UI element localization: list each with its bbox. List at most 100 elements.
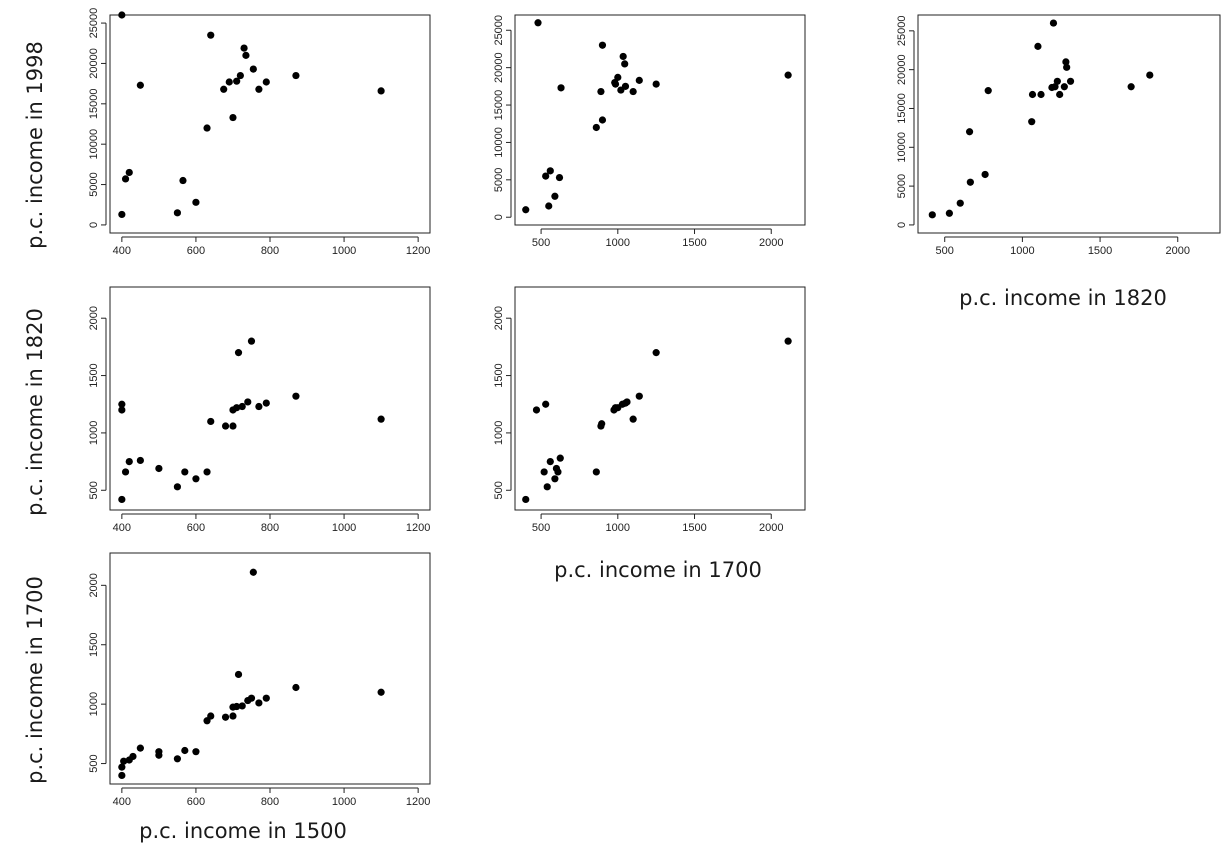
- y-tick-label: 1000: [88, 692, 100, 716]
- x-tick-label: 2000: [1166, 245, 1190, 257]
- x-tick-label: 1000: [332, 796, 356, 808]
- data-point: [118, 400, 126, 408]
- y-tick-label: 0: [88, 222, 100, 228]
- data-point: [220, 85, 228, 93]
- data-point: [1056, 90, 1064, 99]
- data-point: [233, 77, 241, 85]
- x-tick-label: 1500: [1088, 245, 1112, 257]
- x-tick-label: 1000: [606, 522, 630, 534]
- data-point: [619, 52, 627, 61]
- x-tick-label: 1000: [332, 522, 356, 534]
- data-point: [229, 113, 237, 122]
- data-point: [292, 71, 300, 80]
- y-tick-label: 500: [493, 481, 505, 499]
- data-point: [244, 398, 252, 406]
- x-tick-label: 1200: [406, 245, 430, 257]
- y-tick-label: 25000: [896, 16, 908, 47]
- scatter-panels: 400 600 800 1000 120005000100001500020000250…: [88, 8, 1221, 808]
- data-point: [249, 65, 257, 73]
- y-tick-label: 10000: [493, 127, 505, 158]
- plot-frame: [514, 286, 806, 511]
- x-tick-label: 400: [113, 522, 131, 534]
- data-point: [1127, 83, 1135, 91]
- data-point: [532, 406, 541, 414]
- y-tick-label: 500: [88, 481, 100, 499]
- data-point: [238, 702, 246, 710]
- data-point: [247, 337, 256, 345]
- data-point: [945, 209, 953, 217]
- data-point: [192, 198, 200, 206]
- data-point: [1037, 90, 1045, 99]
- data-point: [522, 206, 530, 214]
- x-tick-label: 600: [187, 245, 205, 257]
- data-point: [542, 172, 550, 180]
- data-point: [554, 468, 562, 476]
- y-tick-label: 2000: [88, 573, 100, 597]
- y-tick-label: 0: [896, 222, 908, 228]
- data-point: [1066, 77, 1075, 85]
- y-tick-label: 500: [88, 754, 100, 772]
- data-point: [611, 80, 620, 88]
- data-point: [981, 170, 989, 179]
- data-point: [1063, 63, 1071, 71]
- data-point: [203, 468, 211, 476]
- data-point: [136, 744, 144, 752]
- data-point: [556, 454, 564, 462]
- y-tick-label: 20000: [493, 52, 505, 83]
- x-tick-label: 1500: [682, 522, 706, 534]
- row-label-1998: p.c. income in 1998: [23, 41, 47, 249]
- scatter-panel-p1700_1820: 500 1000 1500 2000 500 1000 1500 2000: [493, 286, 806, 534]
- data-point: [1028, 118, 1036, 126]
- data-point: [377, 415, 385, 423]
- data-point: [155, 751, 163, 759]
- y-tick-label: 10000: [896, 132, 908, 163]
- data-point: [233, 404, 241, 412]
- data-point: [292, 683, 300, 692]
- data-point: [203, 124, 211, 132]
- data-point: [207, 712, 215, 720]
- data-point: [238, 402, 246, 411]
- x-tick-label: 400: [113, 245, 131, 257]
- y-tick-label: 25000: [493, 15, 505, 46]
- x-tick-label: 500: [532, 522, 550, 534]
- data-point: [118, 763, 126, 771]
- data-point: [546, 167, 554, 175]
- data-point: [255, 699, 263, 707]
- data-point: [621, 60, 629, 68]
- y-tick-label: 5000: [88, 172, 100, 196]
- data-point: [1028, 90, 1037, 99]
- data-point: [207, 31, 215, 39]
- data-point: [652, 80, 660, 88]
- data-point: [635, 392, 643, 400]
- data-point: [118, 210, 126, 219]
- data-point: [255, 402, 263, 411]
- data-point: [1051, 83, 1059, 91]
- x-tick-label: 800: [261, 245, 279, 257]
- data-point: [249, 568, 257, 576]
- data-point: [236, 71, 244, 80]
- data-point: [614, 73, 622, 81]
- y-tick-label: 1500: [493, 363, 505, 387]
- y-tick-label: 25000: [88, 8, 100, 39]
- x-tick-label: 800: [261, 796, 279, 808]
- data-point: [118, 771, 126, 780]
- data-point: [125, 168, 133, 177]
- data-point: [540, 468, 548, 476]
- data-point: [233, 702, 241, 711]
- scatter-panel-p1500_1700: 400 600 800 1000 1200 500 1000 1500 2000: [88, 552, 431, 808]
- data-point: [1060, 83, 1068, 91]
- data-point: [1049, 19, 1058, 27]
- data-point: [207, 417, 215, 426]
- data-point: [121, 468, 130, 476]
- data-point: [247, 694, 256, 702]
- plot-frame: [109, 552, 431, 785]
- data-point: [598, 420, 606, 428]
- data-point: [592, 468, 600, 476]
- data-point: [181, 746, 189, 755]
- col-label-1820: p.c. income in 1820: [959, 286, 1167, 310]
- scatter-panel-p1500_1998: 400 600 800 1000 1200 0 5000 10000 15000 20000 250…: [88, 8, 431, 257]
- data-point: [121, 175, 130, 183]
- y-tick-label: 15000: [896, 93, 908, 124]
- plot-frame: [109, 286, 431, 511]
- x-tick-label: 500: [936, 245, 954, 257]
